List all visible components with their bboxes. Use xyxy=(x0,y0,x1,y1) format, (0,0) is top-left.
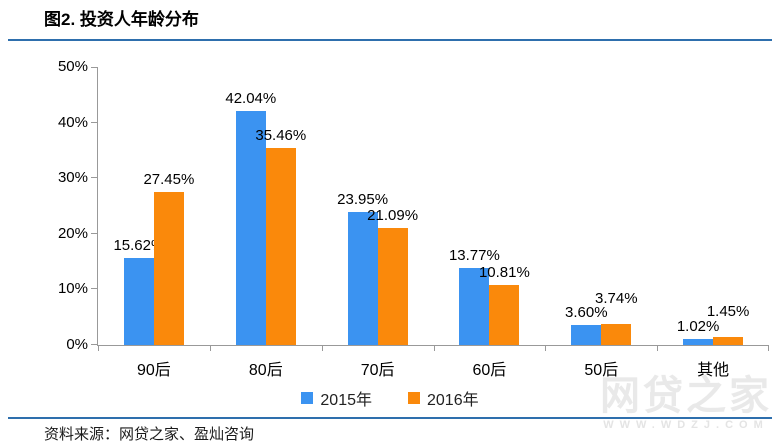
bar xyxy=(153,192,184,345)
watermark-logo-text: 网贷之家 xyxy=(600,374,772,418)
bar xyxy=(459,268,490,345)
legend-label: 2016年 xyxy=(427,392,479,409)
bar xyxy=(265,147,296,345)
bar xyxy=(377,227,408,345)
data-label: 3.74% xyxy=(595,290,638,308)
bottom-divider xyxy=(8,417,772,419)
data-label: 3.60% xyxy=(565,304,608,321)
y-axis-label: 0% xyxy=(66,336,88,353)
source-note: 资料来源：网贷之家、盈灿咨询 xyxy=(44,426,255,443)
top-divider xyxy=(8,39,772,41)
y-axis-tick xyxy=(91,344,98,345)
data-label: 21.09% xyxy=(367,206,419,224)
x-axis-label: 60后 xyxy=(472,362,507,379)
y-axis-label: 40% xyxy=(57,113,88,131)
y-axis-tick xyxy=(91,233,98,234)
chart-legend: 2015年 2016年 xyxy=(0,386,780,410)
data-label: 1.02% xyxy=(676,318,720,336)
figure-title: 图2. 投资人年龄分布 xyxy=(44,10,199,29)
data-label: 27.45% xyxy=(143,171,195,189)
data-label: 42.04% xyxy=(225,90,277,108)
data-label: 15.62% xyxy=(113,237,165,255)
x-axis-tick xyxy=(98,345,99,351)
x-axis-tick xyxy=(210,345,211,351)
x-axis-tick xyxy=(768,345,769,351)
watermark: 网贷之家 WWW.WDZJ.COM xyxy=(600,374,772,431)
x-axis-label: 70后 xyxy=(360,362,395,379)
x-axis-tick xyxy=(434,345,435,351)
y-axis-tick xyxy=(91,288,98,289)
bar xyxy=(713,336,744,345)
legend-item: 2015年 xyxy=(301,386,372,410)
y-axis-label: 10% xyxy=(57,280,88,298)
data-label: 10.81% xyxy=(478,263,530,281)
bar xyxy=(571,325,602,345)
data-label: 35.46% xyxy=(255,126,307,144)
data-label: 1.45% xyxy=(706,302,750,320)
legend-swatch xyxy=(301,392,314,404)
legend-swatch xyxy=(408,392,420,404)
x-axis-label: 其他 xyxy=(697,362,730,379)
data-label: 23.95% xyxy=(337,190,389,208)
legend-label: 2015年 xyxy=(320,392,372,409)
y-axis-label: 30% xyxy=(57,169,88,187)
bar xyxy=(347,211,378,345)
y-axis-tick xyxy=(91,122,98,123)
x-axis-label: 80后 xyxy=(248,362,283,379)
y-axis-label: 50% xyxy=(57,58,88,75)
data-label: 13.77% xyxy=(448,247,500,265)
y-axis-tick xyxy=(91,177,98,178)
bar xyxy=(235,111,266,345)
x-axis-tick xyxy=(322,345,323,351)
x-axis-tick xyxy=(545,345,546,351)
bar xyxy=(489,284,520,345)
x-axis-label: 90后 xyxy=(136,362,171,379)
bar xyxy=(683,339,714,345)
plot-area: 0% 10% 20% 30% 40% 50% 15.62% 27.45% 90后 42.04% 35… xyxy=(58,58,769,379)
x-axis-label: 50后 xyxy=(584,362,619,379)
watermark-url-text: WWW.WDZJ.COM xyxy=(603,419,769,431)
y-axis-tick xyxy=(91,67,98,68)
x-axis-tick xyxy=(657,345,658,351)
bar xyxy=(123,258,154,345)
bar xyxy=(601,324,632,345)
y-axis-label: 20% xyxy=(57,224,88,242)
legend-item: 2016年 xyxy=(408,386,479,410)
